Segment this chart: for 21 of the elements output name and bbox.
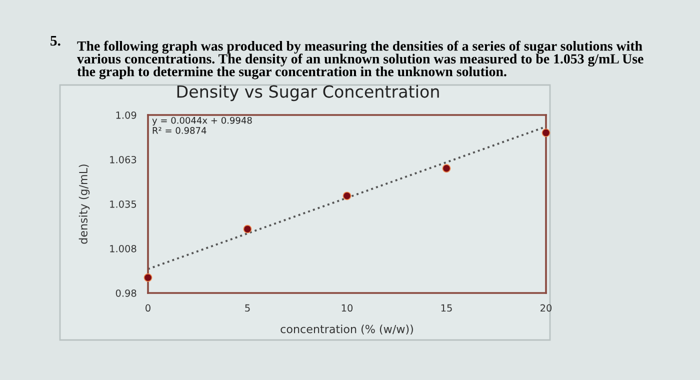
x-tick-label: 15 [441, 304, 452, 312]
point [243, 224, 252, 234]
y-tick-label: 1.063 [110, 156, 136, 164]
point [342, 192, 352, 200]
y-tick-label: 1.008 [110, 244, 136, 252]
text: The following graph was produced by measuring the densities of a series of sugar solutions with various concentrations. The density of an unknown solution was measured to be 1.053 g/mL Use the graph to determine the sugar concentration in the unknown solution. [77, 40, 644, 80]
annotation: y = 0.0044x + 0.9948 R² = 0.9874 [152, 116, 252, 134]
x-tick-label: 0 [146, 304, 150, 312]
x-tick-label: 5 [245, 304, 250, 312]
point [144, 273, 152, 282]
y-axis-title: density (g/mL) [78, 164, 90, 244]
point [542, 128, 550, 138]
point [442, 164, 451, 173]
y-tick-label: 0.98 [116, 289, 136, 297]
y-tick-label: 1.09 [116, 111, 136, 119]
text: 5. [50, 36, 60, 46]
y-tick-label: 1.035 [110, 200, 136, 208]
chart-title: Density vs Sugar Concentration [177, 84, 439, 102]
x-tick-label: 10 [342, 304, 353, 312]
x-axis-title: concentration (% (w/w)) [280, 324, 413, 335]
x-tick-label: 20 [540, 304, 552, 312]
